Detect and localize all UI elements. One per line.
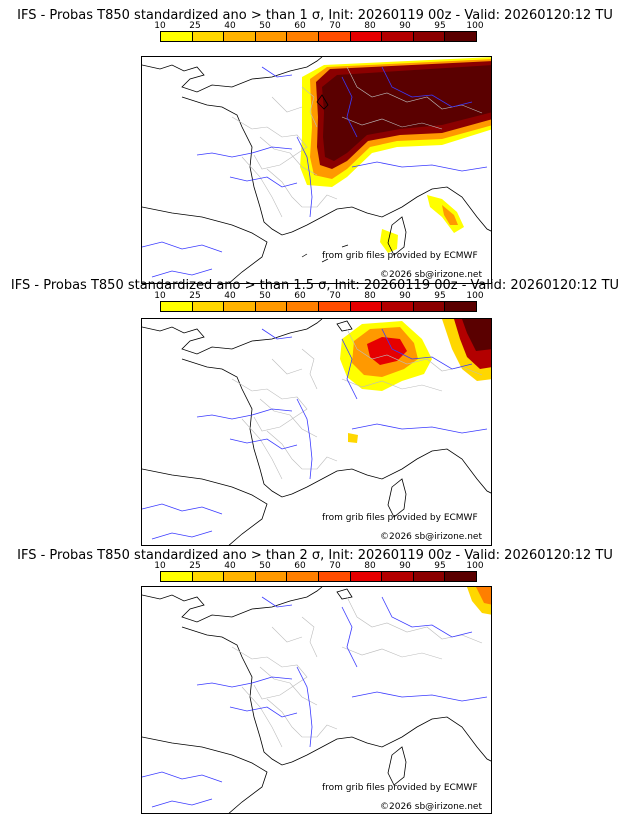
probability-map: from grib files provided by ECMWF ©2026 … [141,586,492,814]
data-credit: from grib files provided by ECMWF [322,251,478,261]
rivers [142,596,488,808]
country-borders [231,596,483,748]
scale-swatch [445,32,476,41]
scale-swatch [318,32,351,41]
scale-tick: 40 [224,21,236,31]
scale-tick: 60 [294,561,306,571]
panel-title: IFS - Probas T850 standardized ano > tha… [17,548,613,563]
scale-swatch [413,302,446,311]
probability-map: from grib files provided by ECMWF ©2026 … [141,56,492,284]
probability-field [300,57,491,253]
scale-swatch [287,302,319,311]
copyright: ©2026 sb@irizone.net [380,532,482,542]
scale-tick: 40 [224,291,236,301]
rivers [142,328,488,540]
scale-tick: 10 [154,561,166,571]
scale-tick: 90 [399,561,411,571]
scale-tick: 25 [189,291,201,301]
scale-swatch [350,572,383,581]
scale-tick: 10 [154,21,166,31]
scale-swatch [255,302,288,311]
scale-tick: 100 [466,561,484,571]
scale-tick: 60 [294,21,306,31]
coastline-islands [301,244,349,263]
scale-swatch [224,32,256,41]
scale-tick: 80 [364,291,376,301]
panel-1sigma: IFS - Probas T850 standardized ano > tha… [0,8,630,284]
scale-swatch [192,572,225,581]
scale-tick: 80 [364,21,376,31]
scale-swatch [255,572,288,581]
scale-tick: 25 [189,561,201,571]
scale-swatch [382,572,414,581]
copyright: ©2026 sb@irizone.net [380,802,482,812]
scale-swatch [318,302,351,311]
scale-swatch [382,32,414,41]
probability-map: from grib files provided by ECMWF ©2026 … [141,318,492,546]
copyright: ©2026 sb@irizone.net [380,270,482,280]
scale-swatch [382,302,414,311]
color-scale-bar [160,31,477,42]
scale-tick: 50 [259,21,271,31]
rivers [142,66,488,278]
probability-field [340,319,491,443]
data-credit: from grib files provided by ECMWF [322,513,478,523]
probability-field [467,587,491,615]
scale-tick: 95 [434,291,446,301]
scale-tick: 100 [466,21,484,31]
scale-tick: 90 [399,291,411,301]
scale-tick: 50 [259,291,271,301]
scale-tick: 40 [224,561,236,571]
scale-swatch [192,302,225,311]
scale-tick: 95 [434,561,446,571]
color-scale-bar [160,301,477,312]
color-scale-bar [160,571,477,582]
scale-swatch [318,572,351,581]
scale-swatch [255,32,288,41]
scale-tick: 25 [189,21,201,31]
scale-swatch [413,32,446,41]
scale-tick: 90 [399,21,411,31]
scale-swatch [192,32,225,41]
color-scale-ticks: 10 25 40 50 60 70 80 90 95 100 [154,21,483,32]
scale-swatch [161,32,193,41]
scale-swatch [161,572,193,581]
scale-tick: 95 [434,21,446,31]
scale-swatch [445,302,476,311]
scale-tick: 10 [154,291,166,301]
scale-tick: 50 [259,561,271,571]
color-scale-ticks: 10 25 40 50 60 70 80 90 95 100 [154,291,483,302]
panel-title: IFS - Probas T850 standardized ano > tha… [10,278,620,293]
scale-tick: 80 [364,561,376,571]
country-borders [231,66,483,218]
scale-tick: 70 [329,291,341,301]
scale-tick: 70 [329,21,341,31]
scale-swatch [224,302,256,311]
scale-swatch [161,302,193,311]
panel-title: IFS - Probas T850 standardized ano > tha… [17,8,613,23]
scale-tick: 100 [466,291,484,301]
data-credit: from grib files provided by ECMWF [322,783,478,793]
scale-swatch [287,572,319,581]
scale-swatch [413,572,446,581]
color-scale-ticks: 10 25 40 50 60 70 80 90 95 100 [154,561,483,572]
scale-swatch [287,32,319,41]
scale-swatch [224,572,256,581]
panel-2sigma: IFS - Probas T850 standardized ano > tha… [0,548,630,816]
scale-swatch [445,572,476,581]
panel-1-5sigma: IFS - Probas T850 standardized ano > tha… [0,278,630,546]
scale-tick: 70 [329,561,341,571]
scale-tick: 60 [294,291,306,301]
scale-swatch [350,302,383,311]
coastline [142,57,491,283]
scale-swatch [350,32,383,41]
coastline [142,319,491,545]
coastline [142,587,491,813]
